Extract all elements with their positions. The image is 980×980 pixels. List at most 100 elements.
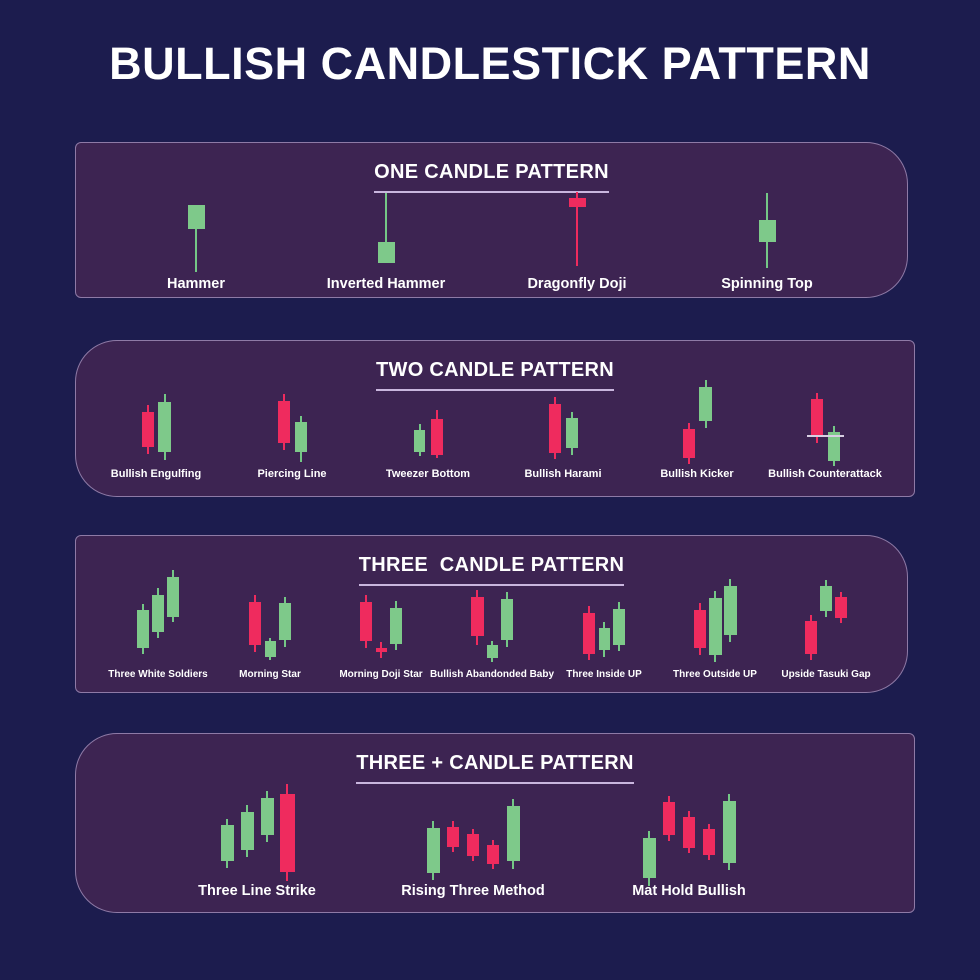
candle-body — [699, 387, 712, 421]
panel-title-text: THREE CANDLE PATTERN — [358, 554, 625, 586]
candle-bullish — [758, 193, 776, 268]
candle-body — [805, 621, 817, 654]
candle-body — [426, 828, 440, 873]
candle-body — [141, 412, 154, 447]
pattern-label: Bullish Engulfing — [110, 468, 202, 480]
candle-body — [249, 602, 261, 645]
candle-body — [835, 597, 847, 618]
candle-body — [360, 602, 372, 641]
candle-bearish — [694, 603, 706, 655]
candle-bearish — [810, 393, 823, 443]
candle-body — [642, 838, 656, 878]
pattern-label: Rising Three Method — [401, 883, 545, 899]
candle-bullish — [414, 424, 425, 456]
panel-three-plus-candle: THREE + CANDLE PATTERN — [75, 733, 915, 913]
candle-body — [703, 829, 715, 855]
candle-bearish — [487, 840, 499, 869]
candle-bullish — [152, 588, 164, 638]
candle-body — [390, 608, 402, 644]
candle-bearish — [835, 592, 847, 623]
candle-body — [486, 645, 498, 658]
candle-body — [375, 648, 387, 652]
candle-bullish — [377, 193, 395, 263]
pattern-label: Three Inside UP — [566, 669, 642, 680]
candle-bearish — [805, 615, 817, 660]
candle-body — [565, 418, 578, 448]
panel-three-candle: THREE CANDLE PATTERN — [75, 535, 908, 693]
candle-bearish — [467, 829, 479, 861]
candle-body — [294, 422, 307, 452]
candle-bullish — [279, 597, 291, 647]
panel-title-three-plus-candle: THREE + CANDLE PATTERN — [76, 752, 914, 784]
candle-body — [568, 198, 586, 207]
candle-body — [723, 586, 737, 635]
candle-body — [583, 613, 595, 654]
candle-bullish — [260, 791, 274, 842]
candle-bearish — [375, 642, 387, 658]
candle-bullish — [565, 412, 578, 455]
candle-body — [158, 402, 171, 452]
panel-title-three-candle: THREE CANDLE PATTERN — [76, 554, 907, 586]
candle-bullish — [486, 641, 498, 662]
candle-bullish — [598, 622, 610, 657]
candle-body — [506, 806, 520, 861]
candle-body — [137, 610, 149, 648]
candle-bullish — [426, 821, 440, 880]
candle-bearish — [548, 397, 561, 459]
candle-body — [240, 812, 254, 850]
candle-body — [758, 220, 776, 242]
candle-bullish — [137, 604, 149, 654]
candle-body — [501, 599, 513, 640]
candle-bullish — [820, 580, 832, 617]
candle-bullish — [613, 602, 625, 651]
candle-bearish — [447, 821, 459, 852]
candle-bearish — [277, 394, 290, 450]
candle-body — [598, 628, 610, 650]
pattern-label: Dragonfly Doji — [527, 276, 627, 292]
candle-body — [694, 610, 706, 648]
candle-wick — [195, 205, 197, 272]
pattern-label: Spinning Top — [721, 276, 813, 292]
candle-bullish — [390, 601, 402, 650]
candle-body — [277, 401, 290, 443]
panel-title-text: TWO CANDLE PATTERN — [376, 359, 614, 391]
pattern-label: Mat Hold Bullish — [632, 883, 746, 899]
panel-title-one-candle: ONE CANDLE PATTERN — [76, 161, 907, 193]
candle-bullish — [708, 591, 722, 662]
counterattack-level-line — [806, 435, 844, 437]
pattern-label: Bullish Counterattack — [768, 468, 882, 480]
candle-bearish — [141, 405, 154, 454]
candle-bearish — [683, 811, 695, 853]
candle-bearish — [279, 784, 295, 881]
candle-bullish — [187, 205, 205, 272]
candle-bullish — [506, 799, 520, 869]
candle-wick — [576, 192, 578, 266]
candle-bearish — [663, 796, 675, 841]
candle-bullish — [294, 416, 307, 462]
pattern-label: Three White Soldiers — [108, 669, 208, 680]
page-title: BULLISH CANDLESTICK PATTERN — [109, 38, 871, 89]
candle-bullish — [722, 794, 736, 870]
pattern-label: Morning Doji Star — [339, 669, 423, 680]
candle-wick — [385, 193, 387, 263]
candle-body — [682, 429, 695, 458]
candle-body — [810, 399, 823, 436]
pattern-label: Tweezer Bottom — [385, 468, 471, 480]
candle-bullish — [167, 570, 179, 622]
candle-body — [827, 432, 840, 461]
candle-bearish — [583, 606, 595, 660]
candle-body — [187, 205, 205, 229]
candle-bullish — [240, 805, 254, 857]
candle-body — [470, 597, 484, 636]
candle-body — [260, 798, 274, 835]
candle-body — [430, 419, 443, 455]
candle-bearish — [568, 192, 586, 266]
candle-bearish — [249, 595, 261, 652]
candle-body — [722, 801, 736, 863]
pattern-label: Morning Star — [239, 669, 301, 680]
panel-title-text: ONE CANDLE PATTERN — [374, 161, 609, 193]
candle-body — [708, 598, 722, 655]
pattern-label: Upside Tasuki Gap — [781, 669, 871, 680]
candle-bearish — [470, 590, 484, 645]
